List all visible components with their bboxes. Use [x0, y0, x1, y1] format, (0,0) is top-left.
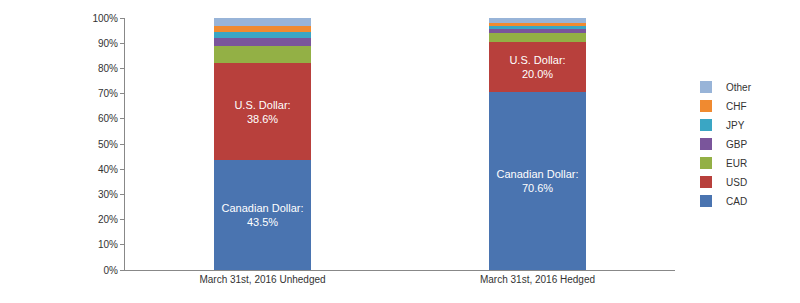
svg-text:90%: 90%	[98, 38, 118, 49]
svg-text:Canadian Dollar:43.5%: Canadian Dollar:43.5%	[222, 202, 304, 228]
svg-text:40%: 40%	[98, 164, 118, 175]
svg-text:Canadian Dollar:70.6%: Canadian Dollar:70.6%	[497, 168, 579, 194]
svg-text:USD: USD	[726, 177, 747, 188]
svg-text:CAD: CAD	[726, 196, 747, 207]
svg-text:80%: 80%	[98, 63, 118, 74]
svg-text:60%: 60%	[98, 113, 118, 124]
svg-text:0%: 0%	[104, 265, 119, 276]
svg-text:U.S. Dollar:20.0%: U.S. Dollar:20.0%	[509, 54, 565, 80]
svg-text:100%: 100%	[92, 13, 118, 24]
svg-text:EUR: EUR	[726, 158, 747, 169]
svg-text:JPY: JPY	[726, 120, 745, 131]
svg-text:10%: 10%	[98, 239, 118, 250]
svg-text:March 31st, 2016 Hedged: March 31st, 2016 Hedged	[480, 274, 595, 285]
svg-text:20%: 20%	[98, 214, 118, 225]
svg-text:CHF: CHF	[726, 101, 747, 112]
svg-text:March 31st, 2016 Unhedged: March 31st, 2016 Unhedged	[199, 274, 325, 285]
svg-text:Other: Other	[726, 82, 752, 93]
svg-text:70%: 70%	[98, 88, 118, 99]
svg-text:50%: 50%	[98, 139, 118, 150]
svg-text:U.S. Dollar:38.6%: U.S. Dollar:38.6%	[234, 99, 290, 125]
svg-text:GBP: GBP	[726, 139, 747, 150]
svg-text:30%: 30%	[98, 189, 118, 200]
